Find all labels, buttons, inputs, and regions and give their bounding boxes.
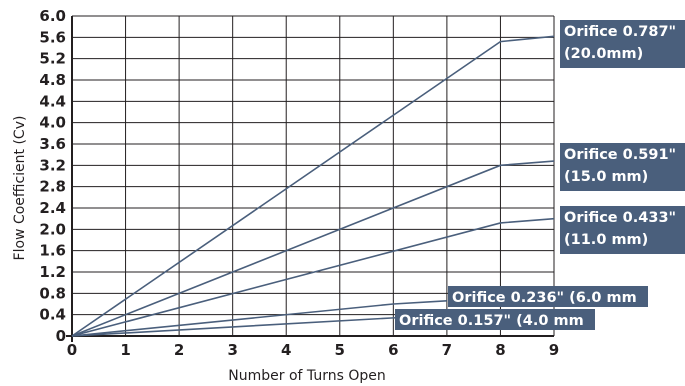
y-tick-label: 1.2 (39, 263, 66, 281)
series-label-text: (15.0 mm) (564, 169, 648, 185)
series-label-box (448, 286, 648, 307)
y-axis-title: Flow Coefficient (Cv) (12, 116, 28, 261)
series-label-box (560, 20, 685, 68)
x-tick-label: 5 (335, 341, 345, 359)
series-line-2 (71, 160, 555, 337)
y-tick-label: 2.4 (39, 199, 66, 217)
series-line-5 (71, 316, 426, 337)
grid (66, 15, 555, 342)
x-tick-label: 6 (388, 341, 398, 359)
series-lines (71, 35, 555, 337)
x-tick-label: 7 (442, 341, 452, 359)
y-tick-label: 6.0 (39, 7, 66, 25)
y-tick-label: 3.6 (39, 135, 66, 153)
y-tick-label: 1.6 (39, 242, 66, 260)
x-tick-label: 0 (67, 341, 77, 359)
x-axis-title: Number of Turns Open (228, 368, 385, 384)
series-label-text: Orifice 0.787" (564, 24, 676, 40)
y-tick-label: 4.0 (39, 114, 66, 132)
series-label-text: (20.0mm) (564, 46, 643, 62)
y-tick-label: 5.6 (39, 28, 66, 46)
series-label-text: Orifice 0.433" (564, 210, 676, 226)
y-tick-label: 4.4 (39, 92, 66, 110)
y-tick-label: 2.0 (39, 220, 66, 238)
series-line-4 (71, 300, 447, 337)
y-tick-label: 0.8 (39, 284, 66, 302)
y-tick-label: 4.8 (39, 71, 66, 89)
series-label-3: Orifice 0.433" (11.0 mm) (560, 206, 685, 254)
series-label-5: Orifice 0.157" (4.0 mm (395, 309, 595, 330)
series-label-text: Orifice 0.236" (6.0 mm (452, 290, 637, 306)
x-axis-ticks: 0 1 2 3 4 5 6 7 8 9 (67, 341, 559, 359)
series-line-1 (71, 35, 555, 337)
x-tick-label: 2 (174, 341, 184, 359)
y-tick-label: 0.4 (39, 306, 66, 324)
series-labels: Orifice 0.787" (20.0mm) Orifice 0.591" (15.… (395, 20, 685, 330)
x-tick-label: 4 (281, 341, 291, 359)
y-tick-label: 3.2 (39, 156, 66, 174)
series-label-box (395, 309, 595, 330)
series-label-box (560, 143, 685, 191)
series-label-text: Orifice 0.591" (564, 147, 676, 163)
x-tick-label: 8 (495, 341, 505, 359)
x-tick-label: 9 (549, 341, 559, 359)
y-tick-label: 0 (56, 327, 66, 345)
series-label-1: Orifice 0.787" (20.0mm) (560, 20, 685, 68)
y-tick-label: 5.2 (39, 50, 66, 68)
series-label-4: Orifice 0.236" (6.0 mm (448, 286, 648, 307)
series-line-3 (71, 217, 555, 337)
series-label-box (560, 206, 685, 254)
x-tick-label: 1 (120, 341, 130, 359)
x-tick-label: 3 (227, 341, 237, 359)
series-label-2: Orifice 0.591" (15.0 mm) (560, 143, 685, 191)
y-axis-ticks: 0 0.4 0.8 1.2 1.6 2.0 2.4 2.8 3.2 3.6 4.0 4.4 4.8 5.2… (39, 7, 66, 345)
series-label-text: (11.0 mm) (564, 232, 648, 248)
y-tick-label: 2.8 (39, 178, 66, 196)
series-label-text: Orifice 0.157" (4.0 mm (399, 313, 584, 329)
